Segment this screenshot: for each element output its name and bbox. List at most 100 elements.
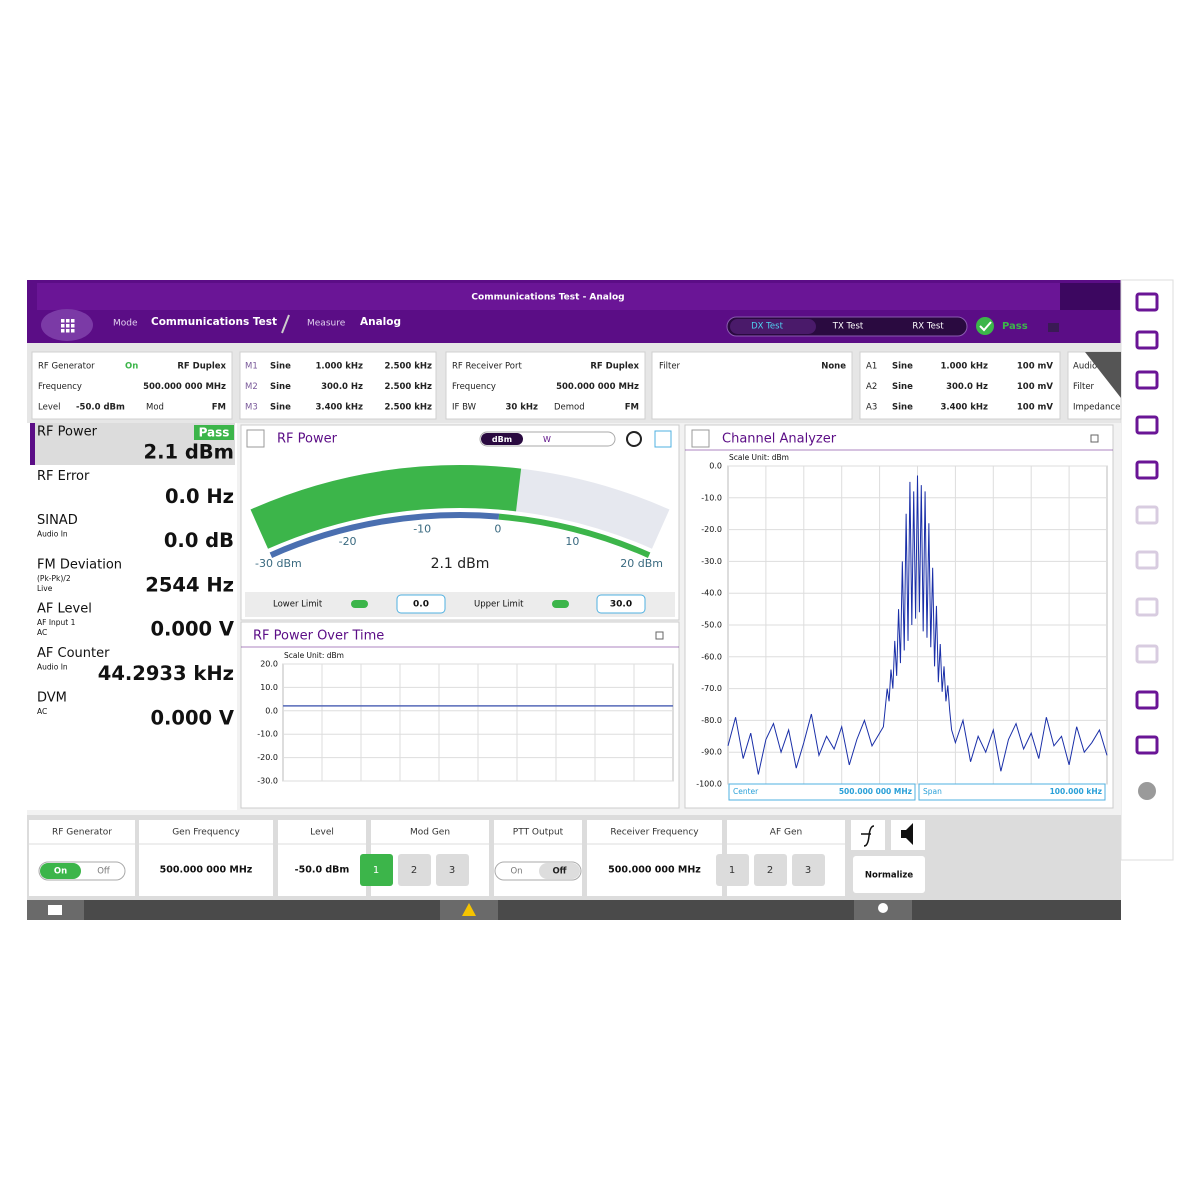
sidebar-icon[interactable] (1135, 370, 1159, 390)
info-panel[interactable] (859, 351, 1061, 420)
sidebar-icon[interactable] (1135, 597, 1159, 617)
panel-title: RF Power (277, 432, 338, 447)
number-label[interactable]: 2 (411, 865, 417, 876)
speaker-icon (901, 823, 913, 845)
swap-button[interactable] (246, 429, 265, 448)
toggle-option[interactable]: Off (97, 867, 111, 877)
mode[interactable]: Communications Test (151, 316, 277, 328)
control-box[interactable] (29, 820, 135, 896)
sidebar-icon[interactable] (1135, 292, 1159, 312)
limit-input[interactable] (596, 594, 646, 614)
limit-switch[interactable] (552, 600, 569, 608)
result-sub: AC (37, 707, 47, 716)
formula-button[interactable] (851, 820, 885, 850)
info-text: Level (38, 403, 60, 413)
warning-icon (462, 903, 476, 916)
info-text: 500.000 000 MHz (556, 382, 639, 392)
toggle-option[interactable]: On (54, 867, 67, 877)
status-badge (194, 425, 234, 440)
sidebar-icon[interactable] (1135, 460, 1159, 480)
control-box[interactable] (139, 820, 273, 896)
result-name: DVM (37, 690, 67, 705)
sidebar-icon[interactable] (1135, 644, 1159, 664)
unit[interactable]: W (543, 435, 551, 444)
number-label[interactable]: 1 (729, 865, 735, 876)
expand-icon[interactable] (655, 631, 664, 640)
control-box[interactable] (587, 820, 722, 896)
sidebar (1120, 279, 1174, 861)
info-panel[interactable] (31, 351, 233, 420)
y-tick-label: -30.0 (701, 557, 722, 566)
sidebar-icon[interactable] (1135, 550, 1159, 570)
pass-check (979, 321, 992, 332)
result-status: Pass (199, 426, 230, 440)
info-text: RF Receiver Port (452, 362, 522, 372)
toggle-option[interactable]: Off (552, 867, 566, 877)
gauge-tick-label: -20 (339, 535, 357, 548)
info-text: FM (212, 403, 226, 413)
unit[interactable]: dBm (492, 435, 512, 444)
mode-label: Mode (113, 319, 138, 329)
sidebar-icon[interactable] (1135, 330, 1159, 350)
refresh-icon[interactable] (626, 431, 642, 447)
sidebar-icon[interactable] (1135, 505, 1159, 525)
normalize-label[interactable]: Normalize (865, 871, 914, 881)
info-text: RF Duplex (177, 362, 226, 372)
info-text: 1.000 kHz (940, 362, 988, 372)
expand-icon[interactable] (1090, 434, 1099, 443)
number-label[interactable]: 3 (805, 865, 811, 876)
number-button[interactable] (792, 854, 825, 886)
limit-pass-zone (498, 513, 651, 558)
sidebar-icon[interactable] (1135, 735, 1159, 755)
y-tick-label: -10.0 (701, 493, 722, 502)
apps-dot (66, 319, 70, 323)
sidebar-icon[interactable] (1135, 415, 1159, 435)
span-value: 100.000 kHz (1050, 787, 1102, 796)
control-label: Gen Frequency (172, 828, 240, 838)
limit-input[interactable] (396, 594, 446, 614)
number-button[interactable] (436, 854, 469, 886)
number-label[interactable]: 2 (767, 865, 773, 876)
center-box[interactable] (728, 783, 916, 801)
limit-switch[interactable] (351, 600, 368, 608)
y-tick-label: -60.0 (701, 652, 722, 661)
info-panel[interactable] (239, 351, 437, 420)
result-sub: Audio In (37, 663, 68, 672)
info-text: 30 kHz (505, 403, 538, 413)
trace (727, 475, 1108, 775)
info-panel[interactable] (445, 351, 646, 420)
number-button[interactable] (398, 854, 431, 886)
measure[interactable]: Analog (360, 316, 401, 328)
tab[interactable]: DX Test (751, 322, 783, 332)
number-button[interactable] (360, 854, 393, 886)
result-value: 0.000 V (150, 618, 234, 641)
limit-low-zone (269, 512, 500, 558)
apps-dot (61, 319, 65, 323)
location-icon (878, 903, 888, 913)
toggle-option[interactable]: On (510, 867, 522, 877)
measure-label: Measure (307, 319, 346, 329)
y-tick-label: -100.0 (696, 780, 722, 789)
result-sub: Live (37, 584, 53, 593)
tab[interactable]: TX Test (832, 322, 864, 332)
number-button[interactable] (754, 854, 787, 886)
info-text: On (125, 362, 138, 372)
info-panel[interactable] (651, 351, 853, 420)
info-text: A1 (866, 362, 877, 372)
number-label[interactable]: 1 (373, 865, 379, 876)
info-text: Mod (146, 403, 164, 413)
number-button[interactable] (716, 854, 749, 886)
control-box[interactable] (494, 820, 582, 896)
tab[interactable]: RX Test (912, 322, 944, 332)
gauge-end-label: 20 dBm (620, 557, 663, 570)
message-icon (48, 905, 62, 915)
swap-button[interactable] (691, 429, 710, 448)
control-box[interactable] (278, 820, 366, 896)
number-label[interactable]: 3 (449, 865, 455, 876)
chart-title: Channel Analyzer (722, 432, 837, 447)
sidebar-icon[interactable] (1135, 690, 1159, 710)
span-box[interactable] (918, 783, 1106, 801)
sidebar-icon[interactable] (1138, 782, 1156, 800)
normalize-button[interactable] (853, 856, 925, 893)
add-button[interactable] (654, 430, 672, 448)
